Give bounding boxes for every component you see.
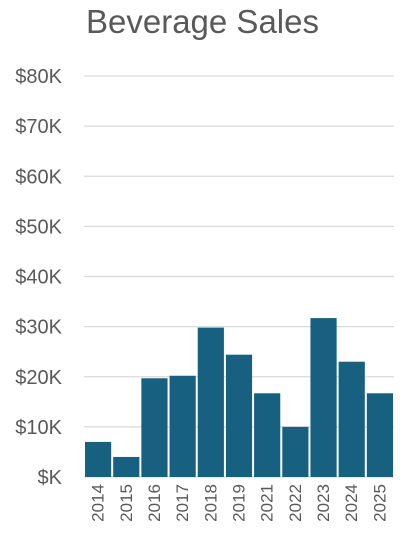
y-tick-label: $30K — [15, 317, 62, 339]
x-tick-label: 2022 — [286, 484, 305, 522]
y-tick-label: $70K — [15, 116, 62, 138]
y-tick-label: $40K — [15, 267, 62, 289]
bar-2019 — [225, 354, 253, 477]
x-tick-label: 2014 — [89, 484, 108, 522]
y-tick-label: $80K — [15, 66, 62, 88]
bar-2016 — [141, 378, 168, 477]
y-tick-label: $20K — [15, 367, 62, 389]
chart-title: Beverage Sales — [86, 3, 319, 40]
x-axis-ticks: 2014 2015 2016 2017 2018 2019 2021 2022 2023 2024… — [89, 484, 390, 522]
bar-2022 — [282, 426, 309, 477]
bar-2018 — [197, 327, 224, 477]
x-tick-label: 2021 — [258, 484, 277, 522]
y-tick-label: $60K — [15, 166, 62, 188]
y-tick-label: $50K — [15, 216, 62, 238]
bar-2014 — [85, 441, 112, 477]
bar-2023 — [310, 318, 337, 477]
x-tick-label: 2016 — [145, 484, 164, 522]
bar-2015 — [113, 456, 140, 477]
bar-2021 — [254, 393, 281, 477]
x-tick-label: 2018 — [201, 484, 220, 522]
bar-2025 — [366, 393, 393, 477]
x-tick-label: 2019 — [230, 484, 249, 522]
y-tick-label: $10K — [15, 417, 62, 439]
y-axis-ticks: $K $10K $20K $30K $40K $50K $60K $70K $80K — [15, 66, 62, 489]
bar-2024 — [338, 361, 365, 477]
x-tick-label: 2024 — [342, 484, 361, 522]
x-tick-label: 2015 — [117, 484, 136, 522]
bar-2017 — [169, 375, 196, 477]
y-tick-label: $K — [38, 467, 63, 489]
x-tick-label: 2023 — [314, 484, 333, 522]
x-tick-label: 2017 — [173, 484, 192, 522]
bars — [85, 318, 393, 477]
x-tick-label: 2025 — [370, 484, 389, 522]
